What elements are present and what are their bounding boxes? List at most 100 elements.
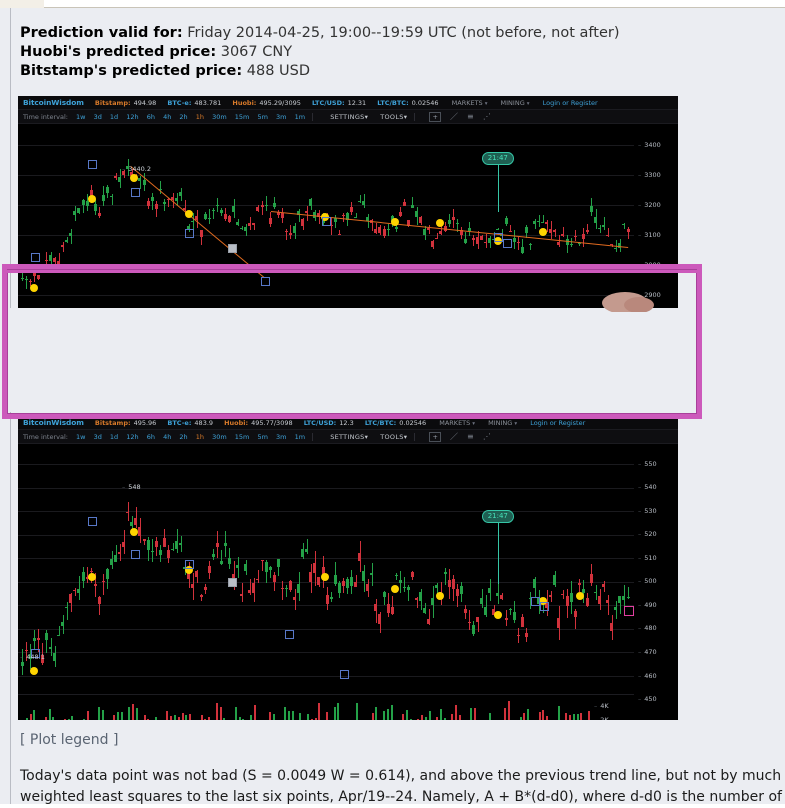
settings-menu-2[interactable]: SETTINGS▾ xyxy=(330,431,368,444)
predicted-price-marker[interactable] xyxy=(624,606,634,616)
settings-menu[interactable]: SETTINGS▾ xyxy=(330,111,368,124)
candle-body xyxy=(509,609,512,610)
past-prediction-square[interactable] xyxy=(322,217,331,226)
huobi-chart-topbar[interactable]: BitcoinWisdom Bitstamp:494.98 BTC-e:483.… xyxy=(18,96,678,110)
candle-wick xyxy=(262,560,263,571)
interval-5m-2[interactable]: 5m xyxy=(257,431,267,444)
prediction-dot[interactable] xyxy=(88,195,96,203)
plus-icon[interactable]: + xyxy=(429,112,440,122)
candle-body xyxy=(578,583,581,585)
interval-12h-2[interactable]: 12h xyxy=(126,431,138,444)
interval-1d-2[interactable]: 1d xyxy=(110,431,118,444)
interval-30m-2[interactable]: 30m xyxy=(212,431,227,444)
candle-wick xyxy=(128,502,129,521)
quote-huobi[interactable]: Huobi:495.29/3095 xyxy=(232,97,301,110)
quote-btce[interactable]: BTC-e:483.781 xyxy=(167,97,221,110)
prediction-dot[interactable] xyxy=(391,218,399,226)
past-prediction-square[interactable] xyxy=(340,670,349,679)
interval-30m[interactable]: 30m xyxy=(212,111,227,124)
prediction-dot[interactable] xyxy=(321,573,329,581)
plus-icon-2[interactable]: + xyxy=(429,432,440,442)
candle-body xyxy=(248,223,251,226)
filled-prediction-square[interactable] xyxy=(228,578,237,587)
interval-1h[interactable]: 1h xyxy=(196,111,204,124)
past-prediction-square[interactable] xyxy=(31,253,40,262)
past-prediction-square[interactable] xyxy=(531,597,540,606)
past-prediction-square[interactable] xyxy=(494,233,503,242)
prediction-dot[interactable] xyxy=(436,592,444,600)
volume-bar xyxy=(315,718,317,720)
prediction-dot[interactable] xyxy=(494,611,502,619)
interval-12h[interactable]: 12h xyxy=(126,111,138,124)
prediction-dot[interactable] xyxy=(391,585,399,593)
interval-1d[interactable]: 1d xyxy=(110,111,118,124)
interval-2h-2[interactable]: 2h xyxy=(179,431,187,444)
descending-trend-early xyxy=(130,166,264,278)
interval-5m[interactable]: 5m xyxy=(257,111,267,124)
menu-mining[interactable]: MINING▾ xyxy=(501,97,530,111)
y-axis-tick: –520 xyxy=(638,531,676,538)
past-prediction-square[interactable] xyxy=(88,517,97,526)
candle-body xyxy=(354,582,357,587)
interval-3m[interactable]: 3m xyxy=(276,111,286,124)
candle-body xyxy=(553,575,556,584)
interval-1w-2[interactable]: 1w xyxy=(76,431,85,444)
past-prediction-square[interactable] xyxy=(88,160,97,169)
bitcoinwisdom-logo[interactable]: BitcoinWisdom xyxy=(18,96,84,109)
past-prediction-square[interactable] xyxy=(131,550,140,559)
menu-markets[interactable]: MARKETS▾ xyxy=(452,97,488,111)
past-prediction-square[interactable] xyxy=(285,630,294,639)
interval-4h-2[interactable]: 4h xyxy=(163,431,171,444)
candle-body xyxy=(374,604,377,611)
volume-bar xyxy=(33,710,35,720)
past-prediction-square[interactable] xyxy=(185,229,194,238)
volume-panel[interactable]: –4K–2K–0 xyxy=(18,694,634,720)
fib-icon[interactable]: ⋰ xyxy=(483,110,491,123)
filled-prediction-square[interactable] xyxy=(228,244,237,253)
trendline-icon[interactable]: ／ xyxy=(450,110,458,123)
prediction-dot[interactable] xyxy=(185,210,193,218)
past-prediction-square[interactable] xyxy=(131,188,140,197)
candle-body xyxy=(411,205,414,208)
interval-1m-2[interactable]: 1m xyxy=(295,431,305,444)
past-prediction-square[interactable] xyxy=(185,560,194,569)
past-prediction-square[interactable] xyxy=(540,602,549,611)
interval-3d-2[interactable]: 3d xyxy=(94,431,102,444)
prediction-dot[interactable] xyxy=(576,592,584,600)
bitstamp-chart-toolbar[interactable]: Time interval: 1w 3d 1d 12h 6h 4h 2h 1h … xyxy=(18,430,678,444)
huobi-chart-toolbar[interactable]: Time interval: 1w 3d 1d 12h 6h 4h 2h 1h … xyxy=(18,110,678,124)
horizontal-line-icon-2[interactable]: ≡ xyxy=(467,430,474,443)
fib-icon-2[interactable]: ⋰ xyxy=(483,430,491,443)
candle-body xyxy=(521,617,524,626)
bitstamp-chart-widget[interactable]: BitcoinWisdom Bitstamp:495.96 BTC-e:483.… xyxy=(18,416,678,720)
plot-legend-link[interactable]: [ Plot legend ] xyxy=(20,732,118,748)
interval-6h-2[interactable]: 6h xyxy=(147,431,155,444)
menu-mining-2[interactable]: MINING▾ xyxy=(488,417,517,431)
interval-3d[interactable]: 3d xyxy=(94,111,102,124)
interval-1m[interactable]: 1m xyxy=(295,111,305,124)
candle-body xyxy=(582,234,585,240)
interval-6h[interactable]: 6h xyxy=(147,111,155,124)
interval-2h[interactable]: 2h xyxy=(179,111,187,124)
interval-15m-2[interactable]: 15m xyxy=(235,431,250,444)
past-prediction-square[interactable] xyxy=(503,239,512,248)
browser-tab-bar[interactable] xyxy=(44,0,785,8)
menu-markets-2[interactable]: MARKETS▾ xyxy=(439,417,475,431)
trendline-icon-2[interactable]: ／ xyxy=(450,430,458,443)
quote-ltcbtc[interactable]: LTC/BTC:0.02546 xyxy=(377,97,438,110)
login-register-link[interactable]: Login or Register xyxy=(543,97,598,110)
interval-1w[interactable]: 1w xyxy=(76,111,85,124)
interval-3m-2[interactable]: 3m xyxy=(276,431,286,444)
tools-menu-2[interactable]: TOOLS▾ xyxy=(380,431,407,444)
prediction-dot[interactable] xyxy=(30,667,38,675)
interval-1h-2[interactable]: 1h xyxy=(196,431,204,444)
prediction-dot[interactable] xyxy=(130,174,138,182)
interval-4h[interactable]: 4h xyxy=(163,111,171,124)
interval-15m[interactable]: 15m xyxy=(235,111,250,124)
tools-menu[interactable]: TOOLS▾ xyxy=(380,111,407,124)
quote-ltcusd[interactable]: LTC/USD:12.31 xyxy=(312,97,366,110)
prediction-dot[interactable] xyxy=(88,573,96,581)
bitstamp-plot-area[interactable]: –550–540–530–520–510–500–490–480–470–460… xyxy=(18,444,678,666)
horizontal-line-icon[interactable]: ≡ xyxy=(467,110,474,123)
quote-bitstamp[interactable]: Bitstamp:494.98 xyxy=(95,97,156,110)
